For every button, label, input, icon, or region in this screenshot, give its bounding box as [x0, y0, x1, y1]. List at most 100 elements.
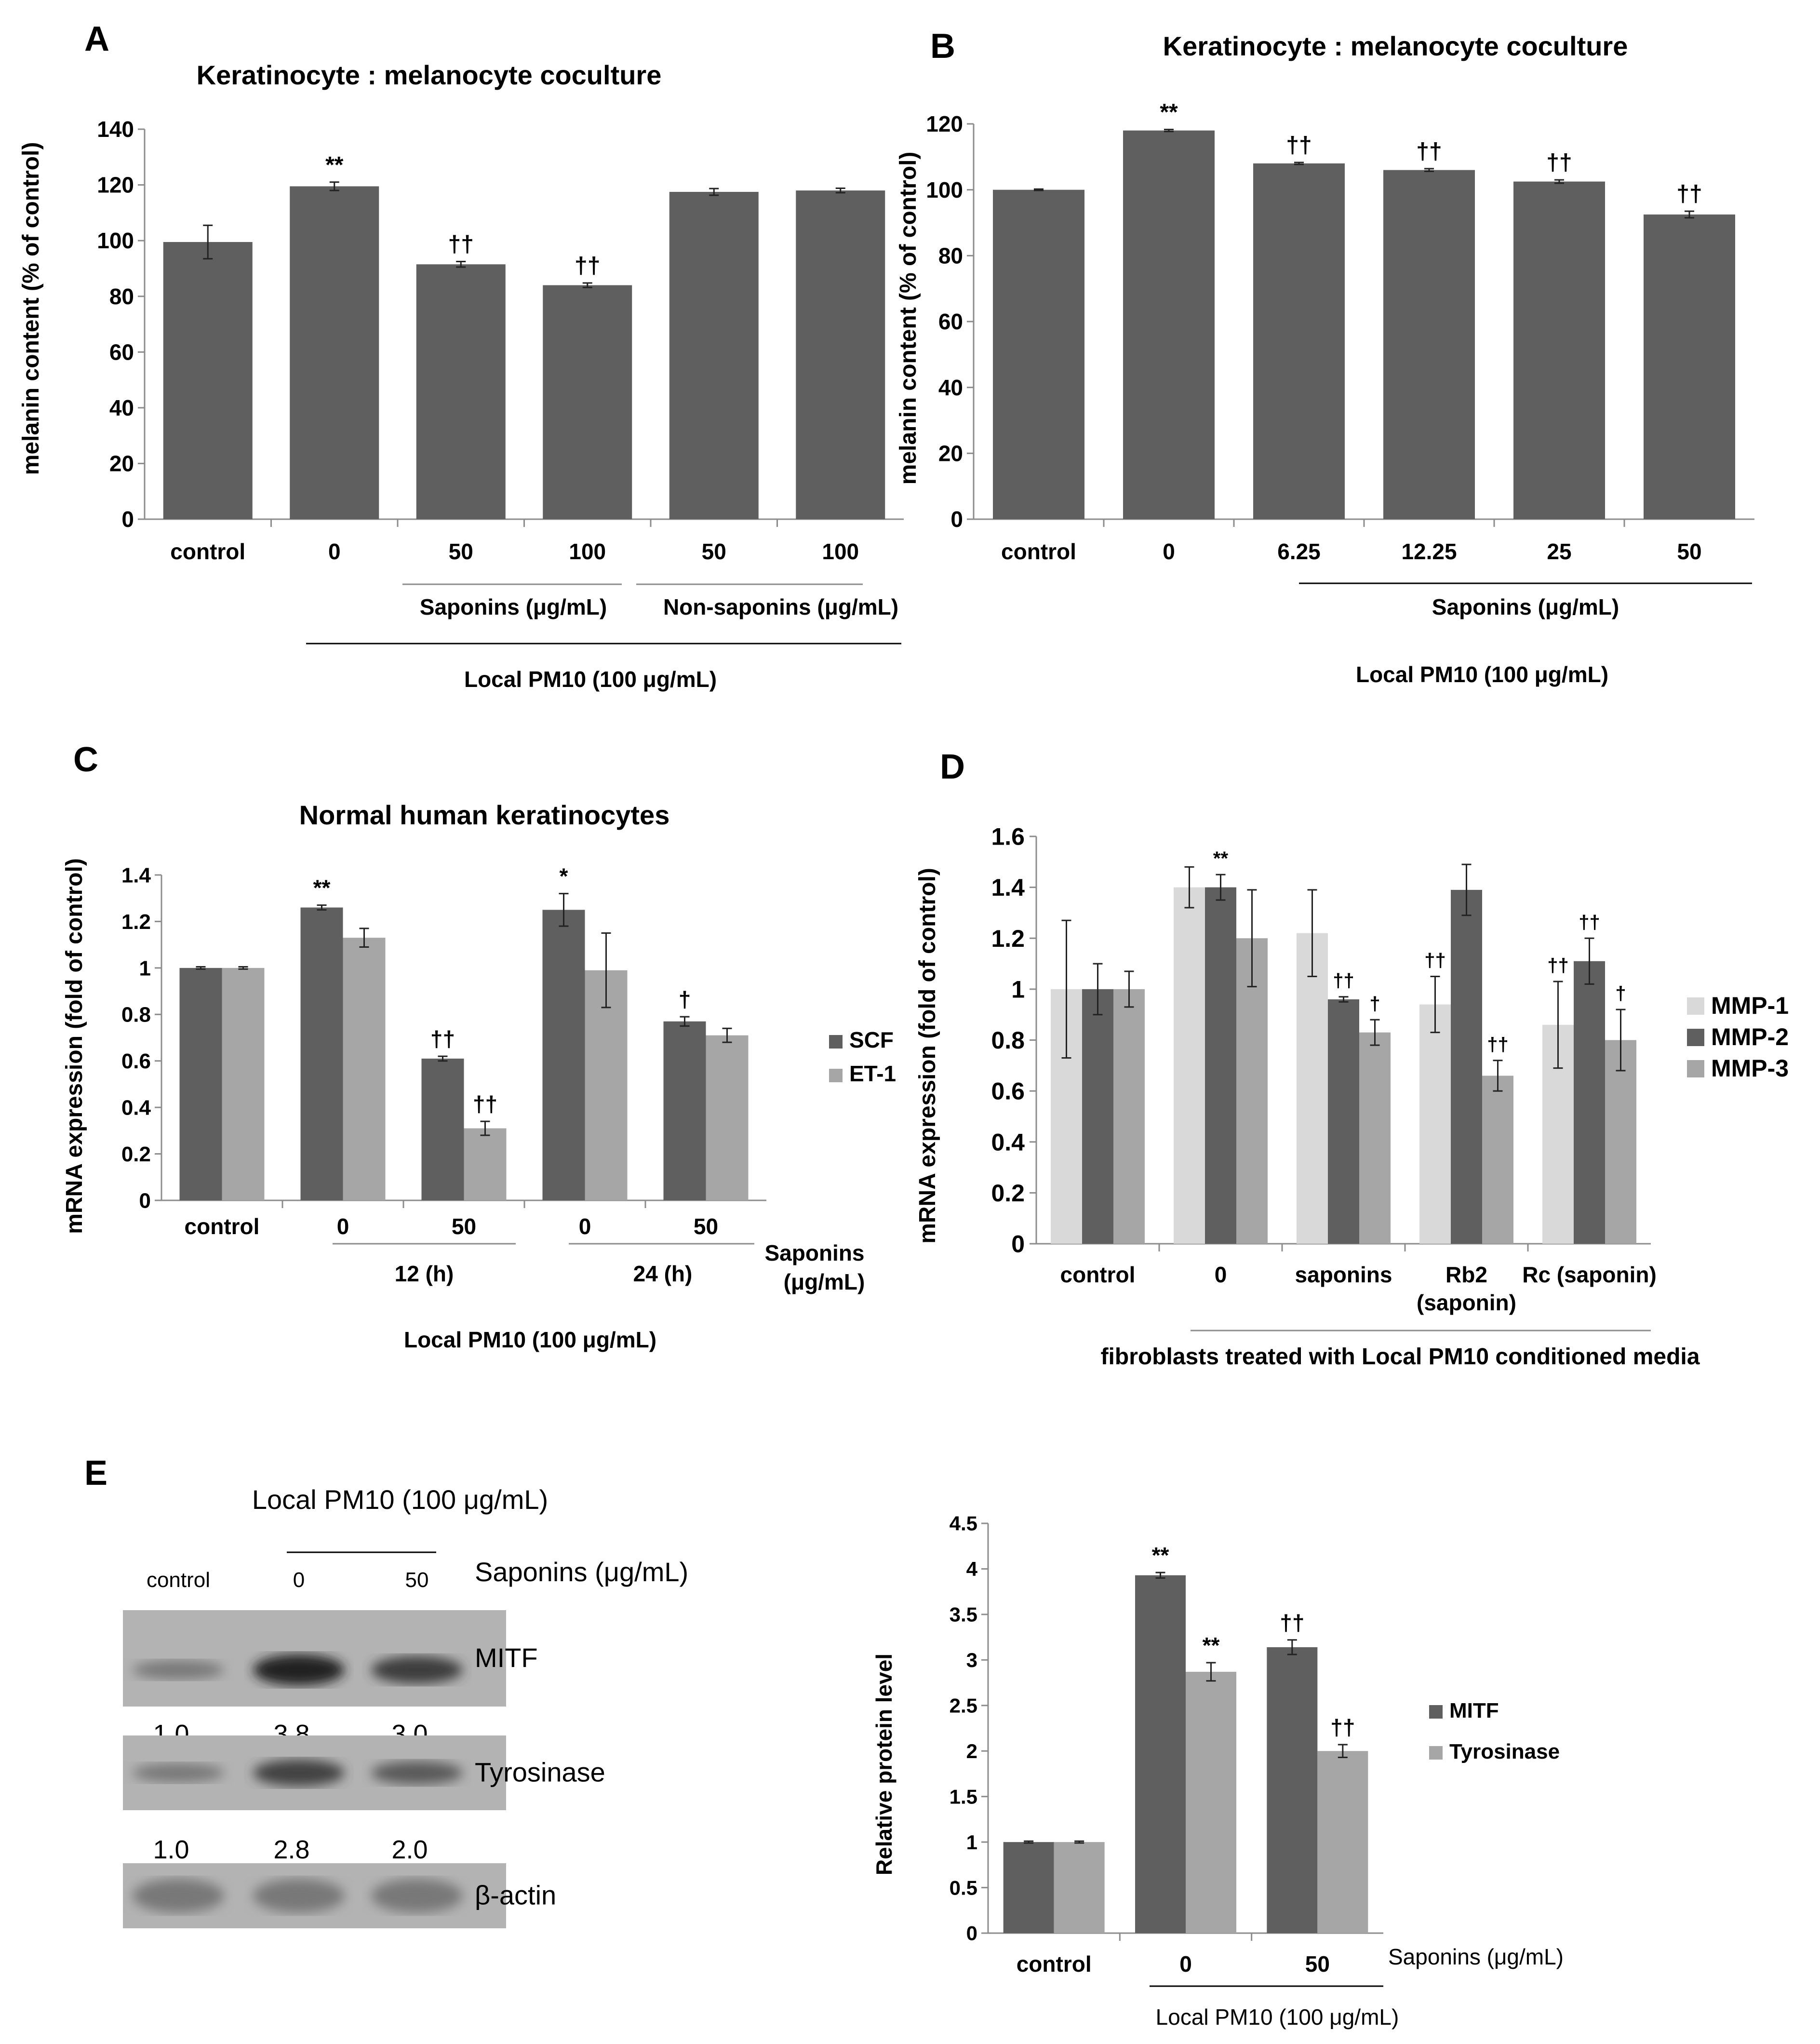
bar-c-et-1: [464, 1128, 507, 1200]
bar-c-et-1: [222, 968, 265, 1200]
x-tick-label-b: 50: [1677, 539, 1701, 564]
x-tick-label-d: 0: [1215, 1262, 1227, 1287]
blot-saponins-label: Saponins (μg/mL): [475, 1557, 688, 1587]
significance-mark-d: †: [1615, 983, 1626, 1004]
panel-d: D mRNA expression (fold of control) 0 0.2…: [915, 748, 1789, 1370]
plot-area-e: 0 0.5 1 1.5 2 2.5 3 3.5 4 4.5 control 0 50 ** †† ** †† MI…: [950, 1512, 1560, 1977]
y-axis-label-b: melanin content (% of control): [896, 152, 921, 485]
group-label-nonsaponins-a: Non-saponins (μg/mL): [663, 594, 898, 619]
treatment-label-a: Local PM10 (100 μg/mL): [464, 667, 717, 692]
bar-b-melanin-content: [1513, 181, 1605, 519]
bar-d-mmp-3: [1113, 989, 1145, 1244]
group-label-saponins-a: Saponins (μg/mL): [420, 594, 607, 619]
y-tick-label-b: 0: [950, 507, 963, 532]
x-tick-label-b: control: [1001, 539, 1076, 564]
x-tick-label-d: control: [1060, 1262, 1136, 1287]
x-tick-label-c: 50: [694, 1214, 718, 1239]
significance-mark-d: ††: [1579, 912, 1600, 933]
significance-mark-c: †: [679, 987, 691, 1012]
y-tick-label-e: 2.5: [950, 1694, 977, 1717]
panel-letter-b: B: [930, 27, 955, 66]
x-tick-label-a: 50: [449, 539, 473, 564]
legend-swatch-d: [1687, 1060, 1704, 1077]
y-tick-label-d: 1: [1011, 976, 1025, 1003]
legend-label-d: MMP-3: [1711, 1055, 1789, 1082]
blot-band-mitf: [133, 1660, 224, 1680]
significance-mark-d: ††: [1424, 950, 1446, 971]
y-tick-label-b: 40: [938, 375, 963, 400]
y-tick-label-e: 0.5: [950, 1876, 977, 1899]
significance-mark-c: **: [313, 875, 331, 901]
saponins-label-e: Saponins (μg/mL): [1388, 1944, 1564, 1969]
significance-mark-a: ††: [448, 231, 474, 257]
bar-a-melanin-content: [669, 192, 759, 520]
chart-title-b: Keratinocyte : melanocyte coculture: [1163, 31, 1628, 61]
treatment-label-d: fibroblasts treated with Local PM10 cond…: [1101, 1344, 1700, 1370]
bar-a-melanin-content: [796, 190, 885, 520]
panel-letter-d: D: [940, 748, 965, 786]
panel-letter-a: A: [84, 20, 109, 58]
x-tick-label-d: Rc (saponin): [1522, 1262, 1657, 1287]
blot-density-value: 2.0: [391, 1835, 428, 1864]
y-tick-label-c: 1.2: [121, 910, 151, 934]
bar-e-tyrosinase: [1186, 1671, 1236, 1933]
bar-c-et-1: [343, 938, 386, 1200]
significance-mark-b: ††: [1286, 133, 1311, 158]
y-tick-label-c: 0.6: [121, 1049, 151, 1073]
bar-b-melanin-content: [1383, 170, 1475, 520]
panel-e-blot: E Local PM10 (100 μg/mL) control 0 50 Sa…: [84, 1454, 688, 1928]
y-tick-label-d: 0: [1011, 1231, 1025, 1258]
y-axis-label-d: mRNA expression (fold of control): [915, 868, 940, 1244]
bar-a-melanin-content: [290, 186, 379, 520]
x-tick-label-e: 0: [1179, 1951, 1192, 1977]
x-tick-label-a: 0: [328, 539, 341, 564]
x-tick-label-c: control: [185, 1214, 260, 1239]
y-tick-label-e: 4.5: [950, 1512, 977, 1535]
treatment-label-e: Local PM10 (100 μg/mL): [1156, 2004, 1399, 2030]
time-label-12h-c: 12 (h): [395, 1261, 454, 1286]
saponins-label-line2-c: (μg/mL): [784, 1269, 865, 1294]
legend-swatch-c: [829, 1035, 843, 1049]
y-tick-label-e: 3: [966, 1649, 977, 1671]
bar-d-mmp-3: [1359, 1032, 1391, 1244]
time-label-24h-c: 24 (h): [633, 1261, 693, 1286]
x-tick-label-b: 6.25: [1277, 539, 1321, 564]
y-tick-label-c: 1.4: [121, 863, 151, 887]
bar-b-melanin-content: [1123, 130, 1215, 520]
y-axis-label-a: melanin content (% of control): [18, 142, 44, 475]
y-tick-label-d: 0.6: [991, 1078, 1025, 1105]
x-tick-label-c: 0: [579, 1214, 591, 1239]
legend-swatch-d: [1687, 997, 1704, 1015]
significance-mark-a: **: [325, 152, 344, 178]
significance-mark-e: ††: [1330, 1715, 1355, 1740]
x-tick-label-a: 100: [569, 539, 606, 564]
significance-mark-d: †: [1369, 993, 1380, 1014]
x-tick-label-d: (saponin): [1417, 1290, 1516, 1315]
legend-swatch-d: [1687, 1029, 1704, 1046]
bar-d-mmp-1: [1419, 1004, 1451, 1244]
significance-mark-d: ††: [1547, 955, 1569, 976]
y-tick-label-c: 1: [139, 956, 151, 980]
y-tick-label-d: 0.2: [991, 1180, 1025, 1207]
legend-label-d: MMP-1: [1711, 992, 1789, 1019]
y-tick-label-d: 1.2: [991, 925, 1025, 952]
blot-row-label: Tyrosinase: [475, 1757, 605, 1788]
blot-row-label: β-actin: [475, 1880, 556, 1910]
x-tick-label-c: 0: [337, 1214, 349, 1239]
bar-d-mmp-3: [1236, 938, 1268, 1244]
y-tick-label-e: 1.5: [950, 1785, 977, 1808]
panel-b: B Keratinocyte : melanocyte coculture me…: [896, 27, 1754, 687]
blot-lane-label-50: 50: [405, 1568, 429, 1592]
blot-band-tyrosinase: [253, 1759, 345, 1787]
x-tick-label-d: Rb2: [1445, 1262, 1487, 1287]
significance-mark-a: ††: [575, 253, 600, 279]
bar-c-et-1: [585, 970, 628, 1200]
x-tick-label-b: 25: [1547, 539, 1571, 564]
significance-mark-b: ††: [1416, 139, 1442, 164]
treatment-label-c: Local PM10 (100 μg/mL): [404, 1327, 656, 1352]
bar-b-melanin-content: [1253, 163, 1345, 519]
bar-c-scf: [421, 1058, 464, 1200]
blot-band-mitf: [253, 1654, 345, 1686]
